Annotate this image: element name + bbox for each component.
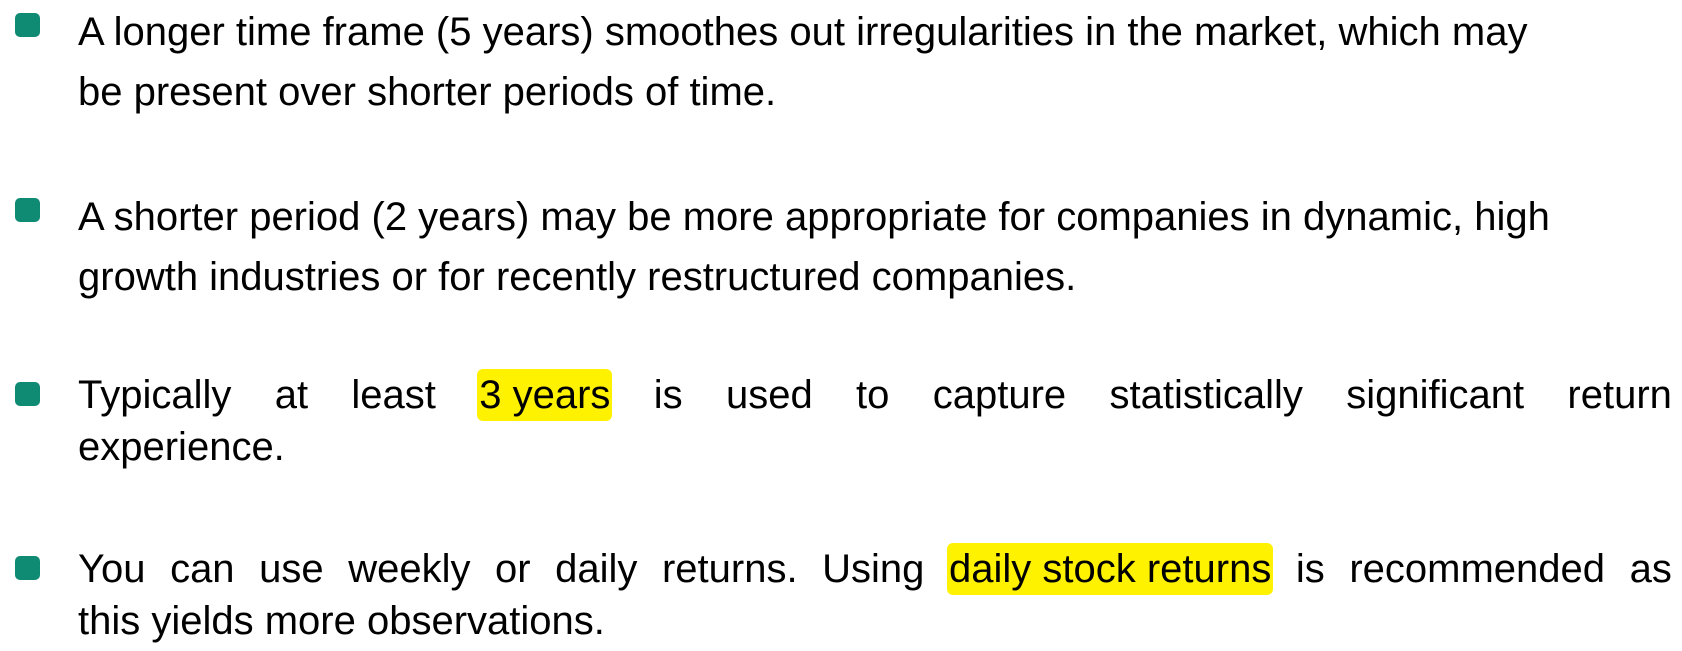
word: to [856, 373, 890, 417]
bullet-text-line: growth industries or for recently restru… [78, 255, 1077, 299]
highlighted-phrase: 3 years [477, 369, 613, 421]
word: significant [1346, 373, 1525, 417]
bullet-text-line: experience. [78, 425, 285, 469]
word: is [653, 373, 683, 417]
bullet-square-icon [15, 198, 40, 222]
bullet-text-line-justified: Typically at least 3 years is used to capture st… [78, 369, 1672, 421]
word: used [725, 373, 813, 417]
word: Using [822, 547, 925, 591]
bullet-square-icon [15, 382, 40, 406]
word: daily [555, 547, 638, 591]
bullet-text-line-justified: You can use weekly or daily returns. Using daily… [78, 543, 1672, 595]
bullet-text-line: A shorter period (2 years) may be more a… [78, 195, 1550, 239]
bullet-text: You can use weekly or daily returns. Using daily… [78, 543, 1672, 647]
word: is [1295, 547, 1325, 591]
word: weekly [348, 547, 471, 591]
word: recommended [1349, 547, 1606, 591]
bullet-square-icon [15, 556, 40, 580]
highlighted-phrase: daily stock returns [946, 543, 1274, 595]
word: Typically [78, 373, 232, 417]
word: or [495, 547, 531, 591]
bullet-square-icon [15, 13, 40, 37]
word: as [1629, 547, 1672, 591]
word: use [259, 547, 324, 591]
bullet-text: Typically at least 3 years is used to capture st… [78, 369, 1672, 473]
word: return [1567, 373, 1672, 417]
word: capture [932, 373, 1067, 417]
word: at [274, 373, 309, 417]
bullet-text-line: be present over shorter periods of time. [78, 70, 777, 114]
word: returns. [661, 547, 798, 591]
word: can [170, 547, 235, 591]
word: You [78, 547, 146, 591]
word: least [351, 373, 436, 417]
word: statistically [1109, 373, 1303, 417]
bullet-text: A longer time frame (5 years) smoothes o… [78, 2, 1672, 122]
bullet-text: A shorter period (2 years) may be more a… [78, 187, 1672, 307]
bullet-text-line: this yields more observations. [78, 599, 605, 643]
bullet-text-line: A longer time frame (5 years) smoothes o… [78, 10, 1528, 54]
